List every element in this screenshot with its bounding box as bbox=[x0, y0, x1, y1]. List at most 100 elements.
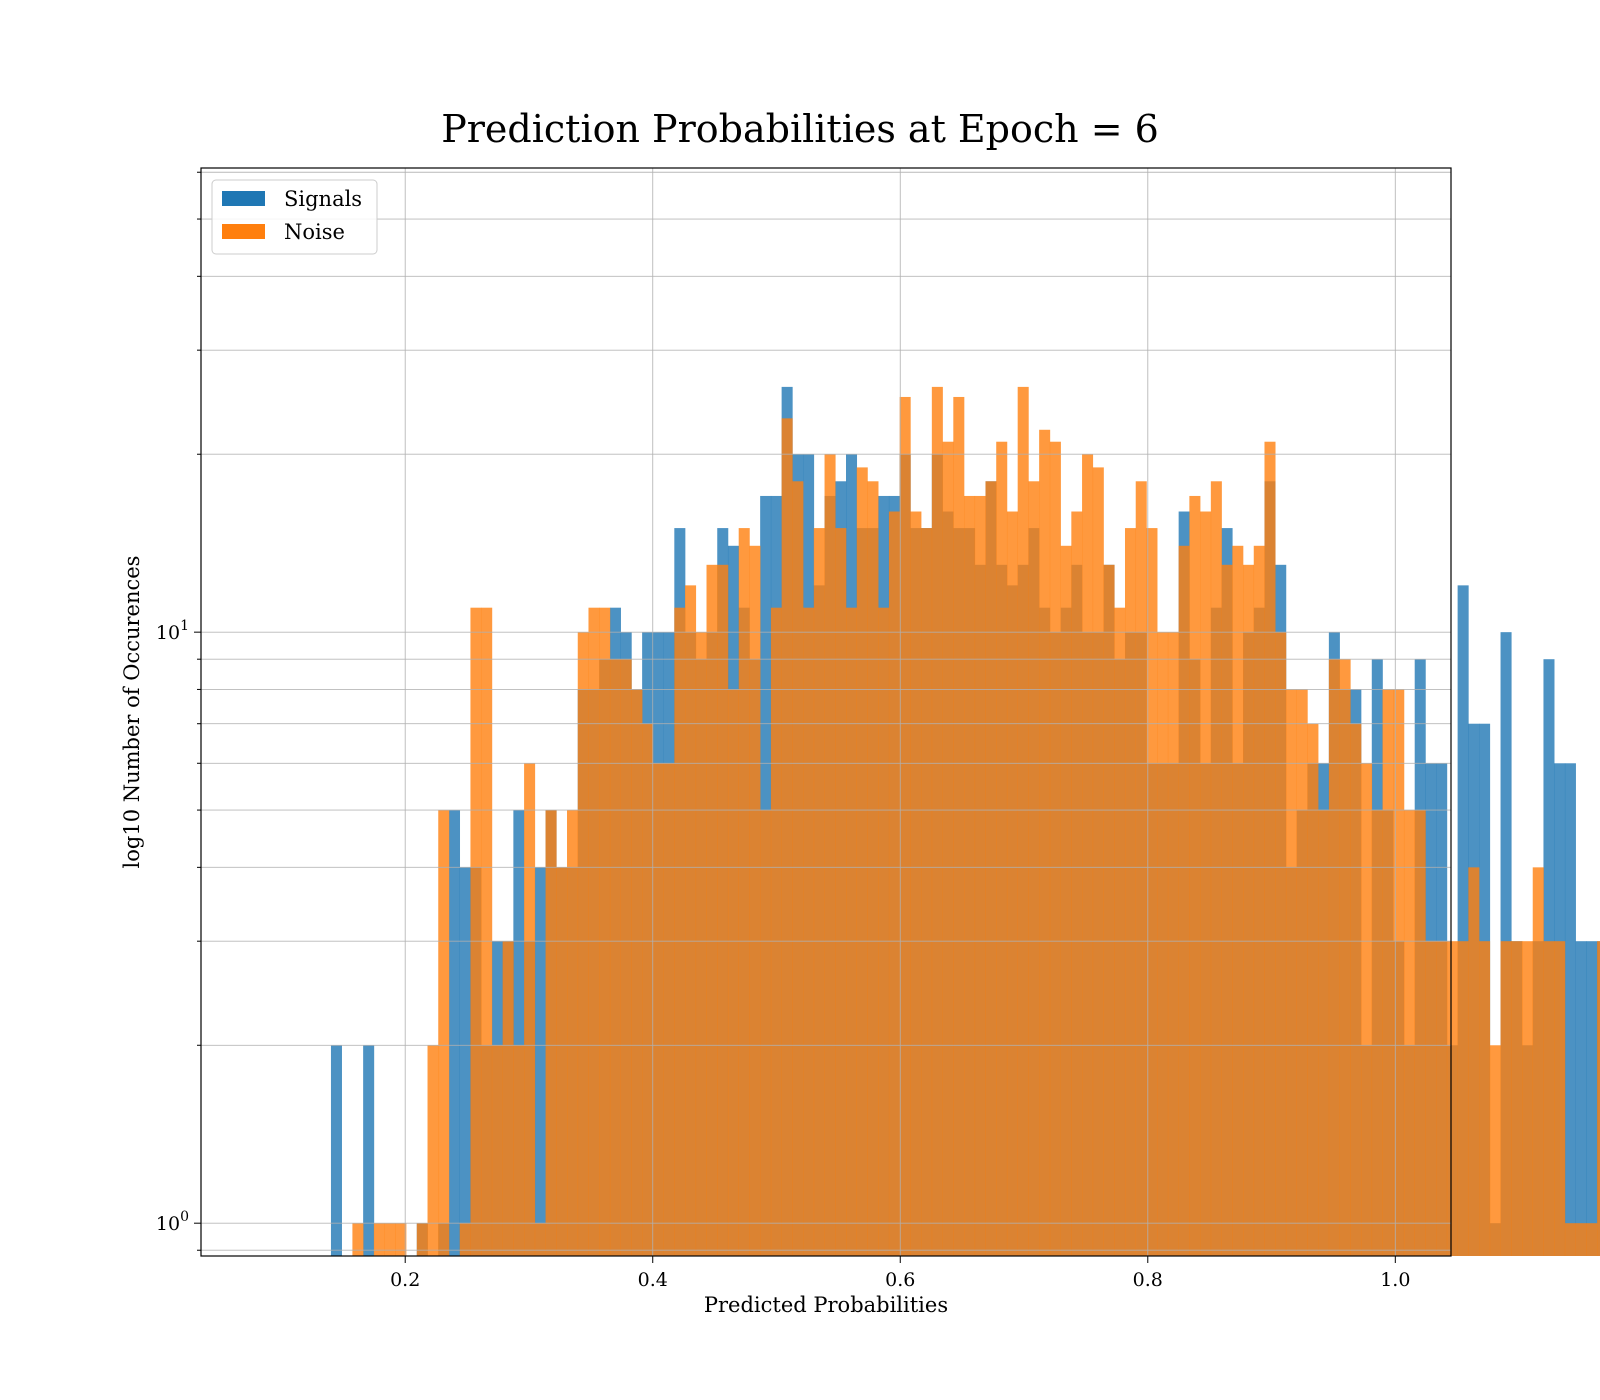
histogram-bar-noise bbox=[953, 396, 965, 1257]
histogram-bar-noise bbox=[770, 607, 782, 1256]
plot-frame bbox=[200, 167, 1452, 1257]
histogram-bar-noise bbox=[717, 564, 729, 1256]
histogram-bar-noise bbox=[813, 528, 825, 1256]
histogram-bar-noise bbox=[1457, 941, 1469, 1256]
histogram-bar-noise bbox=[899, 396, 911, 1257]
histogram-bar-noise bbox=[1275, 632, 1287, 1256]
histogram-bar-noise bbox=[931, 386, 943, 1256]
histogram-bar-noise bbox=[545, 810, 557, 1256]
y-tick-label: 100 bbox=[156, 1209, 189, 1235]
histogram-bar-noise bbox=[1082, 454, 1094, 1256]
histogram-bar-noise bbox=[1489, 1045, 1501, 1256]
legend-swatch-signals bbox=[222, 191, 265, 206]
histogram-bar-noise bbox=[985, 481, 997, 1256]
histogram-bar-noise bbox=[1221, 564, 1233, 1256]
histogram-bar-noise bbox=[867, 481, 879, 1256]
histogram-bar-noise bbox=[1146, 528, 1158, 1256]
histogram-bar-noise bbox=[1210, 481, 1222, 1256]
histogram-bar-noise bbox=[835, 528, 847, 1256]
histogram-bar-noise bbox=[1049, 441, 1061, 1257]
histogram-bar-noise bbox=[470, 607, 482, 1256]
histogram-bar-noise bbox=[1307, 723, 1319, 1256]
histogram-bar-noise bbox=[513, 1045, 525, 1256]
histogram-bar-noise bbox=[1006, 511, 1018, 1256]
y-tick-label: 101 bbox=[156, 618, 189, 644]
histogram-bar-noise bbox=[727, 689, 739, 1256]
histogram-bar-noise bbox=[760, 810, 772, 1256]
histogram-bar-noise bbox=[502, 941, 514, 1256]
histogram-bar-noise bbox=[964, 495, 976, 1256]
histogram-bar-noise bbox=[1157, 632, 1169, 1256]
histogram-bar-noise bbox=[556, 867, 568, 1256]
histogram-bar-noise bbox=[996, 441, 1008, 1257]
histogram-bar-noise bbox=[1403, 810, 1415, 1256]
histogram-bar-noise bbox=[888, 511, 900, 1256]
histogram-bar-noise bbox=[1425, 941, 1437, 1256]
histogram-bar-noise bbox=[824, 454, 836, 1256]
x-axis-label: Predicted Probabilities bbox=[704, 1293, 948, 1317]
y-axis-label: log10 Number of Occurences bbox=[120, 556, 144, 869]
histogram-bar-noise bbox=[1575, 1223, 1587, 1256]
histogram-bar-noise bbox=[609, 659, 621, 1256]
histogram-bar-noise bbox=[685, 585, 697, 1256]
histogram-bar-noise bbox=[577, 632, 589, 1256]
ticks-layer: 0.2 0.4 0.6 0.8 1.0 100 101 bbox=[156, 171, 1410, 1291]
histogram-bar-noise bbox=[1436, 941, 1448, 1256]
histogram-bar-noise bbox=[1285, 689, 1297, 1256]
histogram-bar-signals bbox=[448, 810, 461, 1256]
histogram-bar-noise bbox=[599, 607, 611, 1256]
x-tick-label: 0.4 bbox=[638, 1269, 668, 1291]
histogram-bar-noise bbox=[663, 763, 675, 1256]
histogram-bar-noise bbox=[1597, 941, 1600, 1256]
histogram-bar-signals bbox=[459, 867, 471, 1256]
histogram-bar-noise bbox=[1189, 495, 1201, 1256]
histogram-bar-noise bbox=[1092, 467, 1104, 1256]
histogram-bar-noise bbox=[1296, 689, 1308, 1256]
histogram-bar-noise bbox=[1017, 386, 1029, 1256]
histogram-bar-noise bbox=[856, 467, 868, 1256]
histogram-bar-noise bbox=[1200, 511, 1212, 1256]
histogram-bar-noise bbox=[1414, 810, 1426, 1256]
histogram-bar-noise bbox=[1028, 481, 1040, 1256]
histogram-bar-noise bbox=[481, 607, 493, 1256]
histogram-bar-noise bbox=[1393, 689, 1405, 1256]
histogram-bar-noise bbox=[706, 564, 718, 1256]
histogram-bar-noise bbox=[1135, 481, 1147, 1256]
histogram-bar-noise bbox=[749, 545, 761, 1256]
histogram-bar-noise bbox=[1564, 1223, 1576, 1256]
histogram-bar-noise bbox=[1468, 867, 1480, 1256]
histogram-bar-noise bbox=[642, 723, 654, 1256]
histogram-bar-signals bbox=[534, 867, 546, 1256]
histogram-bar-noise bbox=[1167, 632, 1179, 1256]
histogram-bar-signals bbox=[1575, 941, 1587, 1256]
histogram-bar-noise bbox=[416, 1223, 428, 1256]
histogram-bar-noise bbox=[1500, 941, 1512, 1256]
histogram-bar-noise bbox=[921, 528, 933, 1256]
histogram-bar-noise bbox=[792, 481, 804, 1256]
histogram-bar-noise bbox=[1532, 867, 1544, 1256]
histogram-bar-noise bbox=[1371, 810, 1383, 1256]
histogram-bar-noise bbox=[373, 1223, 385, 1256]
histogram-bar-noise bbox=[1328, 659, 1340, 1256]
histogram-bar-noise bbox=[1350, 723, 1362, 1256]
histogram-bar-noise bbox=[846, 607, 858, 1256]
legend-label-signals: Signals bbox=[284, 187, 362, 211]
histogram-bar-noise bbox=[1361, 763, 1373, 1256]
histogram-bar-noise bbox=[1103, 564, 1115, 1256]
histogram-bar-noise bbox=[1511, 941, 1523, 1256]
bars-layer bbox=[330, 386, 1600, 1257]
histogram-bar-noise bbox=[1382, 689, 1394, 1256]
histogram-bar-signals bbox=[513, 810, 525, 1256]
histogram-bar-noise bbox=[438, 810, 450, 1256]
histogram-bar-noise bbox=[1522, 941, 1534, 1256]
histogram-bar-noise bbox=[1253, 545, 1265, 1256]
histogram-bar-noise bbox=[781, 418, 793, 1256]
histogram-bar-noise bbox=[942, 441, 954, 1257]
histogram-bar-noise bbox=[1479, 941, 1491, 1256]
histogram-bar-noise bbox=[1071, 511, 1083, 1256]
histogram-bar-noise bbox=[1178, 545, 1190, 1256]
histogram-bar-noise bbox=[652, 763, 664, 1256]
histogram-bar-noise bbox=[491, 1045, 503, 1256]
legend-label-noise: Noise bbox=[284, 220, 345, 244]
